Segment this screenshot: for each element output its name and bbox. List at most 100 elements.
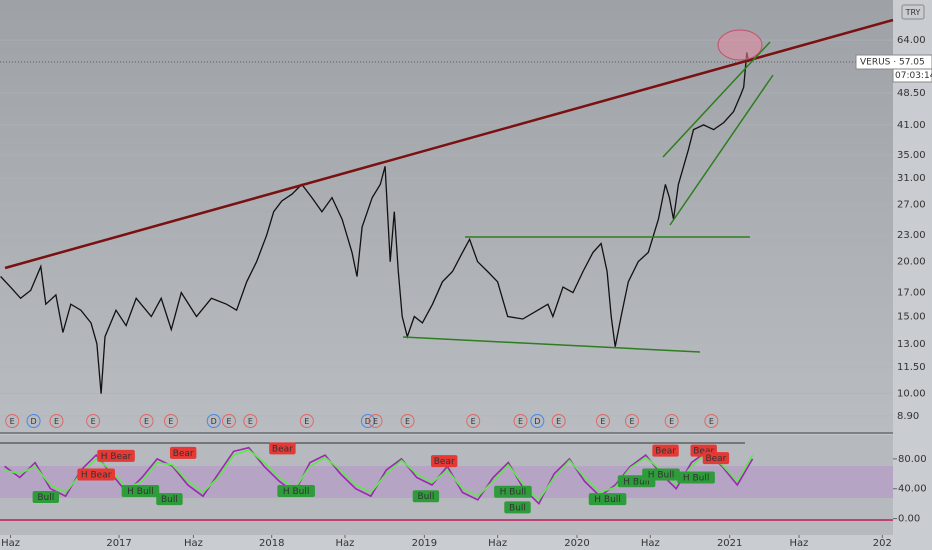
y-tick-label: 15.00: [897, 311, 926, 322]
signal-label: H Bull: [127, 487, 154, 497]
signal-label: H Bear: [101, 452, 132, 462]
x-tick-label: 2019: [412, 538, 437, 549]
y-tick-label: 80.00: [898, 454, 927, 465]
y-tick-label: 10.00: [897, 389, 926, 400]
signal-label: H Bull: [683, 474, 710, 484]
event-marker: [49, 414, 64, 428]
signal-label: H Bull: [283, 487, 310, 497]
oscillator-layer: H Bear Bear H Bear H Bull Bull Bull Bear H Bull…: [4, 442, 897, 520]
x-tick-label: Haz: [790, 538, 809, 549]
signal-label: H Bull: [500, 488, 527, 498]
time-axis-pane: [0, 535, 893, 550]
event-label: E: [556, 417, 561, 426]
event-marker: [368, 414, 383, 428]
event-marker: [704, 414, 719, 428]
event-label: E: [168, 417, 173, 426]
event-label: E: [373, 417, 378, 426]
x-tick-label: 2021: [717, 538, 742, 549]
signal-box: [156, 493, 183, 506]
event-label: E: [629, 417, 634, 426]
event-marker: [139, 414, 154, 428]
channel-line: [669, 74, 774, 226]
y-tick-label: 8.90: [897, 411, 919, 422]
event-label: E: [669, 417, 674, 426]
event-marker: [400, 414, 415, 428]
event-marker: [243, 414, 258, 428]
event-marker: [86, 414, 101, 428]
signal-box: [494, 485, 532, 498]
event-marker: [624, 414, 639, 428]
signal-label: H Bull: [594, 495, 621, 505]
x-tick-label: Haz: [336, 538, 355, 549]
event-marker: [221, 414, 236, 428]
x-tick-label: Haz: [488, 538, 507, 549]
signal-label: Bull: [161, 495, 178, 505]
signal-box: [412, 490, 440, 503]
highlight-ellipse: [717, 29, 763, 61]
event-marker: [360, 414, 375, 428]
signal-label: Bear: [655, 447, 676, 457]
event-marker: [530, 414, 545, 428]
signal-box: [588, 493, 627, 506]
channel-line: [662, 41, 771, 158]
currency-box: [901, 4, 925, 20]
signal-box: [652, 444, 679, 457]
price-label: VERUS · 57.05: [860, 58, 925, 68]
event-label: E: [248, 417, 253, 426]
x-tick-label: Haz: [184, 538, 203, 549]
event-marker: [26, 414, 41, 428]
event-label: D: [211, 417, 217, 426]
signal-box: [97, 449, 135, 462]
event-label: E: [226, 417, 231, 426]
event-marker: [299, 414, 314, 428]
x-tick-label: 2018: [259, 538, 284, 549]
event-label: E: [144, 417, 149, 426]
event-label: E: [10, 417, 15, 426]
event-label: E: [304, 417, 309, 426]
event-label: E: [600, 417, 605, 426]
signal-box: [702, 452, 730, 465]
y-tick-label: 27.00: [897, 200, 926, 211]
signal-box: [677, 471, 715, 484]
x-tick-label: 2020: [564, 538, 589, 549]
x-tick-label: Haz: [1, 538, 20, 549]
event-label: D: [365, 417, 371, 426]
signal-label: Bear: [173, 449, 194, 459]
event-marker: [163, 414, 178, 428]
x-tick-label: Haz: [641, 538, 660, 549]
y-tick-label: 13.00: [897, 339, 926, 350]
price-axis-pane: [893, 0, 932, 550]
y-tick-label: 40.00: [898, 484, 927, 495]
y-tick-label: 20.00: [897, 257, 926, 268]
drawings: [4, 18, 894, 353]
currency: TRY: [905, 8, 921, 17]
countdown: 07:03:14: [895, 71, 932, 81]
event-marker: [206, 414, 221, 428]
signal-box: [169, 446, 197, 459]
signal-box: [77, 468, 115, 481]
event-label: D: [534, 417, 540, 426]
event-label: E: [518, 417, 523, 426]
countdown-box: [892, 68, 932, 83]
signal-label: Bull: [37, 493, 54, 503]
y-tick-label: 48.50: [897, 88, 926, 99]
event-marker: [551, 414, 566, 428]
event-marker: [466, 414, 481, 428]
signal-box: [642, 468, 680, 481]
event-marker: [664, 414, 679, 428]
support-line: [402, 336, 701, 353]
y-tick-label: 31.00: [897, 173, 926, 184]
event-label: E: [471, 417, 476, 426]
y-tick-label: 23.00: [897, 230, 926, 241]
event-label: E: [54, 417, 59, 426]
event-marker: [595, 414, 610, 428]
y-tick-label: 0.00: [898, 514, 920, 525]
event-marker: [5, 414, 20, 428]
signal-label: Bear: [434, 457, 455, 467]
signal-box: [269, 442, 296, 455]
signal-label: Bear: [693, 447, 714, 457]
y-tick-label: 35.00: [897, 150, 926, 161]
